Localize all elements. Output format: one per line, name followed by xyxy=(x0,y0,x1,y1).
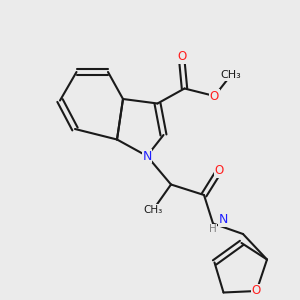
Text: O: O xyxy=(252,284,261,298)
Text: O: O xyxy=(214,164,224,178)
Text: H: H xyxy=(209,224,217,234)
Text: CH₃: CH₃ xyxy=(143,205,163,215)
Text: N: N xyxy=(142,149,152,163)
Text: CH₃: CH₃ xyxy=(220,70,242,80)
Text: O: O xyxy=(210,89,219,103)
Text: N: N xyxy=(219,213,228,226)
Text: O: O xyxy=(177,50,186,64)
